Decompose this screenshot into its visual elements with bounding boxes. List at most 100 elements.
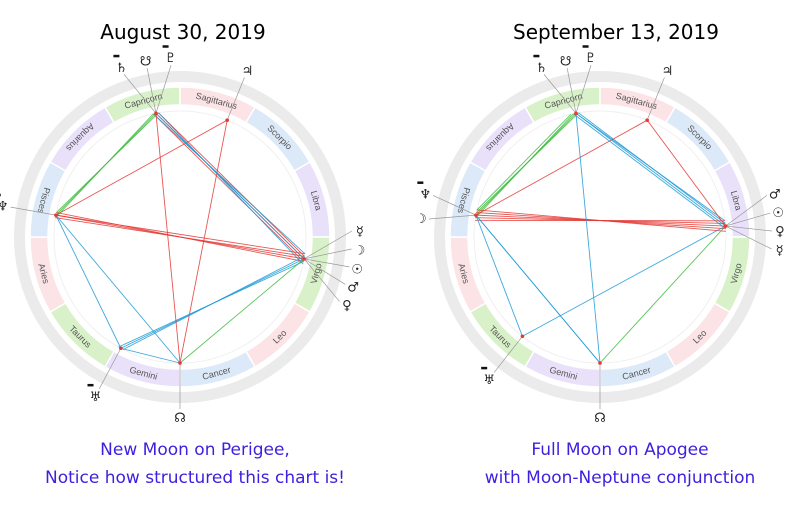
sign-segment-cancer [599,350,677,388]
aspect-line [646,119,726,227]
planet-tick [98,348,122,390]
planet-tick [725,195,768,227]
planet-anchor-dot [225,118,230,122]
planet-glyph-virgo-planets-1: ♀ [775,225,785,240]
retrograde-marker [113,54,120,58]
retrograde-marker [417,181,424,184]
aspect-line [120,347,181,364]
aspect-line [158,112,304,265]
aspect-line [153,113,306,254]
planet-anchor-dot [598,361,602,365]
planet-anchor-dot [178,361,182,365]
planet-tick [432,195,477,216]
caption-left: New Moon on Perigee, Notice how structur… [0,436,405,492]
planet-tick [575,65,592,114]
aspect-line [155,112,305,260]
planet-anchor-dot [574,111,578,116]
planet-glyph-capricorn-planets-2: ♄ [536,61,548,76]
aspect-line [476,114,572,211]
aspect-line [522,225,726,337]
planet-tick [725,225,772,250]
sign-segment-libra [713,160,751,238]
planet-tick [303,258,346,285]
chart-title-right: September 13, 2019 [513,20,719,44]
sign-segment-aries [29,236,67,314]
planet-glyph-pisces-planets-0: ♆ [420,187,432,202]
planet-glyph-capricorn-planets-0: ♇ [585,51,597,66]
caption-right-line1: Full Moon on Apogee [531,440,709,460]
planet-tick [303,258,340,302]
planet-tick [303,230,353,260]
retrograde-marker [87,383,94,387]
planet-glyph-sagittarius-planet-0: ♃ [242,64,254,79]
planet-glyph-cancer-node-0: ☊ [594,411,606,426]
aspect-line [179,120,228,364]
planet-tick [725,225,772,232]
aspect-line [599,225,726,364]
sign-label-libra: Libra [729,190,744,212]
planet-anchor-dot [520,334,525,339]
aspect-line [55,214,181,364]
planet-tick [543,74,577,114]
planet-tick [428,214,476,220]
planet-glyph-taurus-planet-0: ♅ [483,373,495,388]
sign-segment-scorpio [244,106,311,173]
aspect-line [475,119,648,216]
planet-glyph-capricorn-planets-1: ☋ [560,54,572,69]
retrograde-marker [0,193,1,197]
planet-tick [146,68,157,114]
sign-label-libra: Libra [309,190,324,212]
aspect-line [575,112,726,227]
sign-segment-virgo [293,236,331,314]
planet-glyph-virgo-planets-3: ♂ [769,187,781,202]
retrograde-marker [582,45,589,48]
planet-glyph-capricorn-planets-2: ♄ [116,61,128,76]
planet-anchor-dot [119,346,123,351]
aspect-line [56,112,159,213]
aspect-line [55,119,228,216]
planet-glyph-virgo-planets-1: ♂ [347,281,359,296]
sign-segment-taurus [49,301,116,368]
planet-anchor-dot [645,118,650,122]
aspect-line [575,112,726,222]
aspect-line [475,214,601,364]
caption-right-line2: with Moon-Neptune conjunction [484,468,756,488]
planet-glyph-pisces-planets-0: ♆ [0,200,9,215]
aspect-line [573,113,726,230]
planet-glyph-capricorn-planets-1: ☋ [140,54,152,69]
retrograde-marker [162,45,169,48]
aspect-line [55,214,305,255]
sign-segment-taurus [469,301,536,368]
sign-segment-pisces [449,160,487,238]
planet-tick [493,336,523,373]
planet-tick [226,77,245,121]
sign-segment-leo [664,301,731,368]
planet-tick [155,65,172,114]
sign-segment-sagittarius [179,86,257,124]
planet-tick [725,212,771,227]
sign-segment-aquarius [469,106,536,173]
caption-left-line1: New Moon on Perigee, [100,440,290,460]
planet-glyph-cancer-node-0: ☊ [174,411,186,426]
retrograde-marker [481,366,488,370]
aspect-line [153,113,304,262]
aspect-line [179,258,305,364]
planet-glyph-virgo-planets-3: ☽ [354,244,366,259]
aspect-line [56,212,304,262]
planet-glyph-capricorn-planets-0: ♇ [165,51,177,66]
planet-glyph-virgo-planets-0: ☿ [776,244,784,259]
sign-segment-pisces [29,160,67,238]
aspect-line [476,112,579,213]
astrology-wheel-left: CapricornSagittariusScorpioLibraVirgoLeo… [0,45,366,426]
planet-anchor-dot [154,111,158,116]
inner-circle [473,110,727,364]
planet-glyph-virgo-planets-2: ☉ [772,206,784,221]
caption-right: Full Moon on Apogee with Moon-Neptune co… [410,436,800,492]
retrograde-marker [533,54,540,58]
planet-glyph-virgo-planets-0: ♀ [342,298,352,313]
planet-tick [304,258,350,268]
aspect-line [575,113,601,364]
planet-tick [304,248,352,260]
aspect-line [155,113,181,364]
